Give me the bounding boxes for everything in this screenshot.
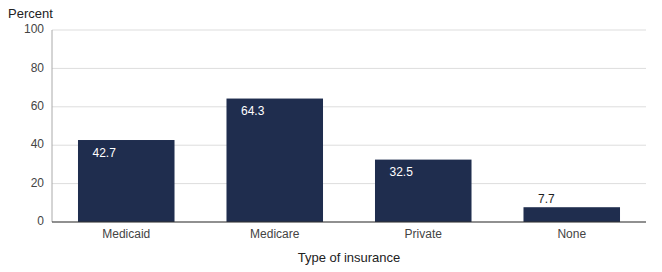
x-axis-line	[52, 222, 646, 223]
y-axis-line	[52, 30, 53, 222]
data-label: 42.7	[92, 146, 116, 160]
x-tick-label: Private	[405, 227, 443, 241]
bar	[523, 207, 620, 222]
bar	[226, 99, 323, 222]
y-tick-label: 100	[24, 22, 44, 36]
y-tick-label: 0	[37, 214, 44, 228]
x-tick-label: Medicare	[250, 227, 300, 241]
y-axis-label: Percent	[8, 6, 53, 21]
grid	[52, 30, 646, 222]
chart-container: 0 20 40 60 80 100 42.7 64.3 32.5 7.7 Medicaid Medic…	[0, 0, 662, 272]
y-tick-label: 20	[31, 176, 45, 190]
bar	[375, 160, 472, 222]
x-tick-label: None	[557, 227, 586, 241]
grid-line	[52, 106, 646, 107]
y-tick-label: 80	[31, 61, 45, 75]
data-label: 64.3	[241, 104, 265, 118]
grid-line	[52, 68, 646, 69]
grid-line	[52, 222, 646, 223]
x-tick-label: Medicaid	[102, 227, 150, 241]
data-label: 7.7	[538, 192, 555, 206]
y-tick-label: 40	[31, 137, 45, 151]
bars	[78, 99, 620, 222]
y-tick-label: 60	[31, 99, 45, 113]
data-label: 32.5	[389, 165, 413, 179]
bar	[78, 140, 175, 222]
x-axis-label: Type of insurance	[298, 250, 401, 265]
grid-line	[52, 30, 646, 31]
chart-svg: 0 20 40 60 80 100 42.7 64.3 32.5 7.7 Medicaid Medic…	[0, 0, 662, 272]
